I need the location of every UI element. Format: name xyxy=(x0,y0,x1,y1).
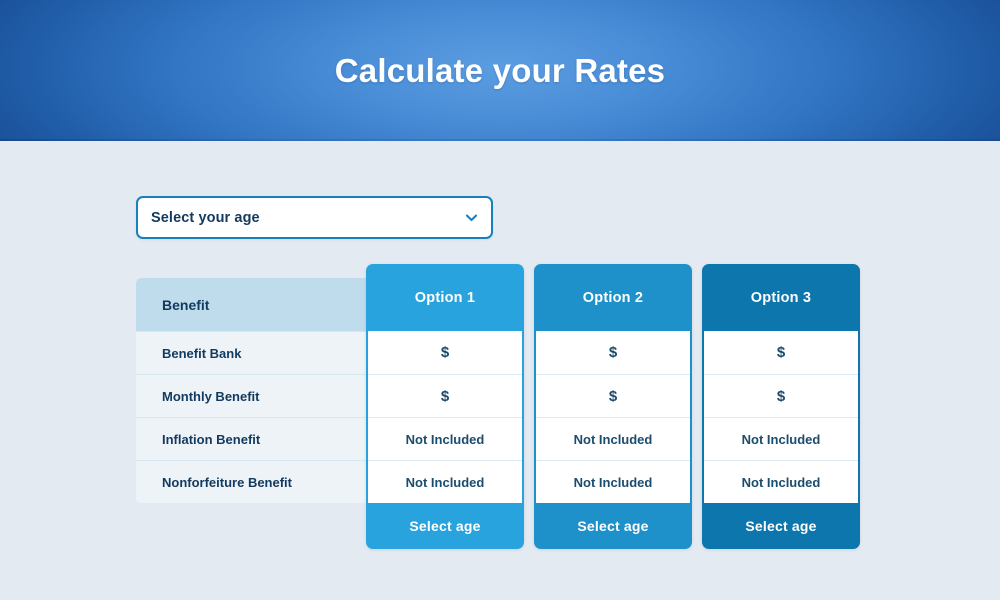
header-bottom-edge xyxy=(0,139,1000,141)
option-2-header: Option 2 xyxy=(582,289,644,306)
option-1-header: Option 1 xyxy=(414,289,476,306)
select-age-button-3[interactable]: Select age xyxy=(745,518,817,534)
table-row: Inflation Benefit xyxy=(136,417,366,460)
benefit-column: Benefit Benefit Bank Monthly Benefit Inf… xyxy=(136,278,366,503)
option-3-cells: $ $ Not Included Not Included xyxy=(702,331,860,503)
cell-nonforfeiture-benefit: Not Included xyxy=(536,460,690,503)
chevron-down-icon[interactable] xyxy=(465,212,477,224)
table-row: Nonforfeiture Benefit xyxy=(136,460,366,503)
page-title: Calculate your Rates xyxy=(334,51,666,89)
cell-inflation-benefit: Not Included xyxy=(536,417,690,460)
page-header-banner: Calculate your Rates xyxy=(0,0,1000,141)
cell-monthly-benefit: $ xyxy=(368,374,522,417)
option-column-1: Option 1 $ $ Not Included Not Included S… xyxy=(366,264,524,549)
rates-comparison-table: Benefit Benefit Bank Monthly Benefit Inf… xyxy=(136,264,862,549)
select-age-button-2[interactable]: Select age xyxy=(577,518,649,534)
option-column-3: Option 3 $ $ Not Included Not Included S… xyxy=(702,264,860,549)
cell-monthly-benefit: $ xyxy=(704,374,858,417)
cell-inflation-benefit: Not Included xyxy=(368,417,522,460)
cell-inflation-benefit: Not Included xyxy=(704,417,858,460)
cell-nonforfeiture-benefit: Not Included xyxy=(368,460,522,503)
option-3-header: Option 3 xyxy=(750,289,812,306)
age-select-value: Select your age xyxy=(151,209,260,226)
select-age-button-1[interactable]: Select age xyxy=(409,518,481,534)
option-column-2: Option 2 $ $ Not Included Not Included S… xyxy=(534,264,692,549)
table-row: Monthly Benefit xyxy=(136,374,366,417)
cell-nonforfeiture-benefit: Not Included xyxy=(704,460,858,503)
option-1-cells: $ $ Not Included Not Included xyxy=(366,331,524,503)
table-row: Benefit Bank xyxy=(136,331,366,374)
cell-benefit-bank: $ xyxy=(704,331,858,374)
cell-benefit-bank: $ xyxy=(368,331,522,374)
cell-monthly-benefit: $ xyxy=(536,374,690,417)
option-2-cells: $ $ Not Included Not Included xyxy=(534,331,692,503)
benefit-column-header: Benefit xyxy=(136,278,366,331)
cell-benefit-bank: $ xyxy=(536,331,690,374)
age-select-dropdown[interactable]: Select your age xyxy=(136,196,493,239)
